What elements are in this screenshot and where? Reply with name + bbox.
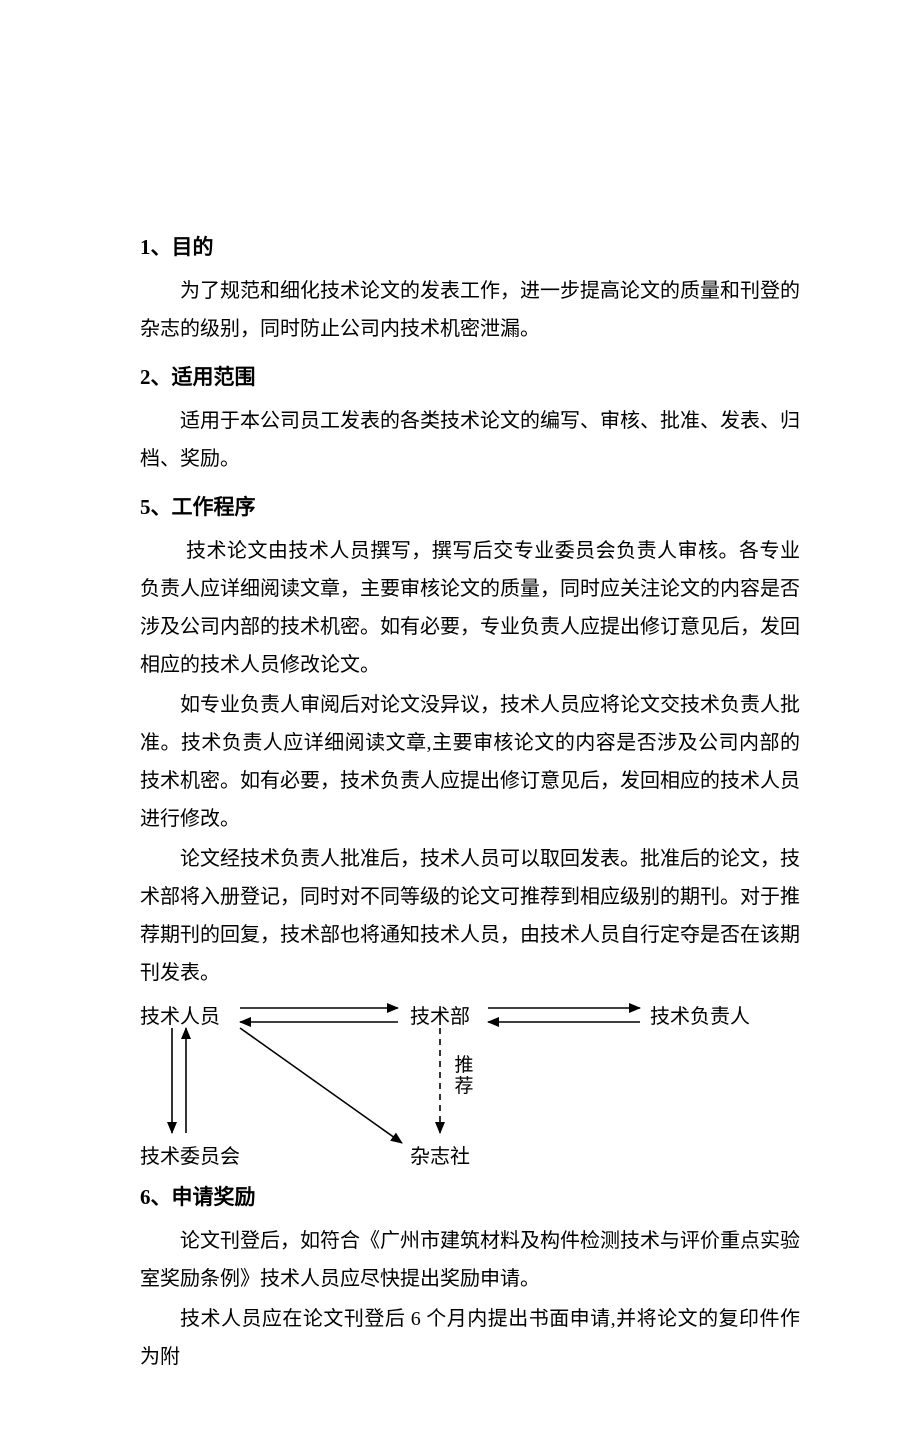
node-tech-person: 技术人员	[140, 998, 220, 1036]
section-6-heading: 6、申请奖励	[140, 1178, 800, 1218]
node-tech-dept: 技术部	[410, 998, 470, 1036]
section-5-paragraph-1: 技术论文由技术人员撰写，撰写后交专业委员会负责人审核。各专业负责人应详细阅读文章…	[140, 532, 800, 684]
section-5-paragraph-2: 如专业负责人审阅后对论文没异议，技术人员应将论文交技术负责人批准。技术负责人应详…	[140, 686, 800, 838]
section-5-heading: 5、工作程序	[140, 488, 800, 528]
document-page: 1、目的 为了规范和细化技术论文的发表工作，进一步提高论文的质量和刊登的杂志的级…	[0, 0, 920, 1438]
node-tech-lead: 技术负责人	[650, 998, 750, 1036]
section-1-heading: 1、目的	[140, 228, 800, 268]
node-tech-committee: 技术委员会	[140, 1138, 240, 1176]
section-6-paragraph-1: 论文刊登后，如符合《广州市建筑材料及构件检测技术与评价重点实验室奖励条例》技术人…	[140, 1222, 800, 1298]
edge-label-recommend: 推 荐	[454, 1056, 474, 1098]
workflow-diagram: 技术人员 技术部 技术负责人 技术委员会 杂志社 推 荐	[140, 998, 800, 1168]
node-publisher: 杂志社	[410, 1138, 470, 1176]
section-1-paragraph-1: 为了规范和细化技术论文的发表工作，进一步提高论文的质量和刊登的杂志的级别，同时防…	[140, 272, 800, 348]
section-6-paragraph-2: 技术人员应在论文刊登后 6 个月内提出书面申请,并将论文的复印件作为附	[140, 1300, 800, 1376]
section-2-paragraph-1: 适用于本公司员工发表的各类技术论文的编写、审核、批准、发表、归档、奖励。	[140, 402, 800, 478]
section-5-paragraph-3: 论文经技术负责人批准后，技术人员可以取回发表。批准后的论文，技术部将入册登记，同…	[140, 840, 800, 992]
section-2-heading: 2、适用范围	[140, 358, 800, 398]
